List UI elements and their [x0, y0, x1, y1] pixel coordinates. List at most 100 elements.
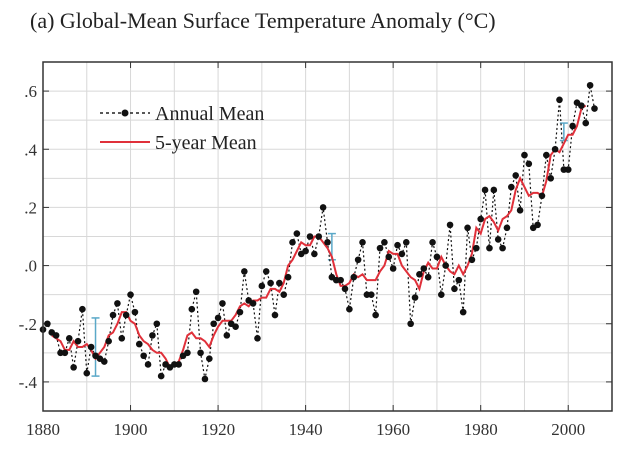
annual-mean-point [367, 291, 375, 298]
annual-mean-point [65, 334, 73, 342]
annual-mean-point [551, 145, 559, 153]
legend-annual-marker [121, 109, 129, 117]
annual-mean-point [578, 102, 585, 109]
annual-mean-point [516, 207, 524, 214]
annual-mean-point [284, 273, 292, 281]
annual-mean-point [131, 308, 139, 316]
annual-mean-point [446, 221, 454, 229]
annual-mean-point [438, 291, 445, 298]
annual-mean-point [267, 279, 274, 287]
x-tick-label: 1880 [26, 420, 60, 439]
annual-mean-point [70, 364, 77, 371]
annual-mean-point [87, 343, 95, 351]
annual-mean-point [582, 119, 590, 127]
annual-mean-point [100, 358, 108, 365]
annual-mean-point [429, 239, 436, 246]
annual-mean-point [324, 239, 331, 246]
annual-mean-point [79, 305, 86, 313]
y-tick-label: .2 [24, 198, 37, 217]
annual-mean-point [591, 105, 598, 112]
annual-mean-point [341, 285, 349, 293]
x-tick-label: 1900 [114, 420, 148, 439]
annual-mean-point [486, 244, 493, 252]
annual-mean-point [44, 320, 51, 328]
annual-mean-point [503, 224, 511, 232]
annual-points [39, 81, 598, 383]
annual-mean-point [311, 250, 318, 258]
annual-mean-point [293, 230, 301, 237]
annual-mean-point [122, 311, 130, 319]
annual-mean-point [381, 239, 388, 246]
annual-mean-point [459, 308, 467, 316]
annual-mean-point [109, 311, 117, 319]
annual-mean-point [61, 349, 69, 357]
annual-mean-point [473, 244, 480, 252]
annual-mean-point [547, 175, 555, 182]
annual-mean-point [464, 224, 471, 232]
annual-mean-point [420, 265, 428, 272]
y-tick-label: -.2 [19, 315, 37, 334]
annual-mean-point [140, 352, 147, 360]
annual-mean-point [249, 300, 257, 307]
annual-mean-point [416, 271, 423, 278]
annual-mean-point [346, 305, 353, 313]
annual-mean-point [302, 247, 309, 255]
annual-mean-point [319, 204, 327, 211]
annual-mean-point [455, 276, 463, 284]
annual-mean-point [315, 233, 323, 240]
annual-mean-point [538, 192, 546, 200]
annual-mean-point [258, 282, 266, 290]
annual-mean-point [219, 300, 226, 307]
annual-mean-point [407, 320, 414, 328]
error-bars [91, 122, 568, 377]
annual-mean-point [105, 337, 112, 345]
annual-mean-point [508, 183, 515, 191]
annual-mean-point [52, 332, 60, 339]
annual-mean-point [118, 334, 126, 342]
annual-mean-point [433, 253, 441, 261]
grid [43, 62, 612, 411]
annual-mean-point [564, 166, 572, 173]
annual-mean-point [153, 320, 161, 328]
x-tick-label: 2000 [551, 420, 585, 439]
annual-mean-point [394, 241, 401, 249]
annual-mean-point [494, 236, 502, 243]
annual-mean-point [389, 265, 397, 272]
annual-mean-point [499, 244, 506, 252]
legend-5yr-label: 5-year Mean [155, 132, 257, 154]
annual-mean-point [149, 332, 156, 339]
annual-mean-point [556, 96, 563, 104]
annual-mean-point [442, 262, 449, 269]
annual-mean-point [543, 151, 550, 159]
annual-mean-point [223, 332, 231, 339]
annual-mean-point [135, 340, 143, 348]
annual-mean-point [451, 285, 458, 293]
annual-mean-point [289, 239, 296, 246]
annual-mean-point [350, 273, 358, 281]
annual-mean-point [490, 186, 498, 194]
annual-mean-point [74, 337, 82, 345]
y-tick-label: .0 [24, 257, 37, 276]
legend-annual-label: Annual Mean [155, 103, 264, 125]
annual-mean-point [512, 172, 520, 179]
x-tick-label: 1980 [464, 420, 498, 439]
y-tick-label: .4 [24, 140, 37, 159]
annual-mean-point [376, 244, 384, 252]
annual-mean-point [398, 250, 406, 258]
annual-mean-point [241, 268, 248, 275]
annual-mean-point [354, 256, 362, 264]
annual-mean-point [232, 323, 239, 330]
annual-mean-point [586, 81, 594, 89]
series-lines [42, 85, 596, 380]
plot-frame [42, 61, 613, 412]
legend: Annual Mean 5-year Mean [100, 103, 264, 154]
annual-mean-point [114, 300, 121, 307]
annual-mean-point [359, 239, 366, 246]
annual-mean-point [280, 291, 288, 298]
annual-mean-point [262, 268, 270, 275]
annual-mean-point [411, 294, 419, 301]
annual-mean-point [477, 215, 484, 223]
annual-mean-point [144, 361, 152, 368]
annual-mean-point [210, 320, 217, 328]
